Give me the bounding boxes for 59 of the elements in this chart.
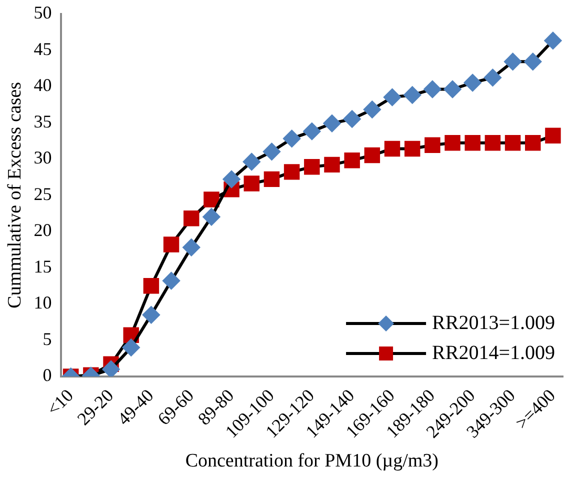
point	[223, 170, 240, 188]
y-tick-label: 15	[34, 256, 52, 276]
point	[303, 122, 320, 140]
y-tick-label: 10	[34, 292, 52, 313]
point	[544, 32, 562, 50]
point	[504, 135, 521, 151]
point	[404, 140, 420, 157]
point	[524, 53, 542, 70]
point	[384, 140, 400, 157]
legend-label: RR2013=1.009	[432, 312, 556, 334]
point	[504, 53, 522, 70]
y-tick-label: 40	[34, 75, 52, 96]
point	[444, 80, 462, 98]
point	[323, 114, 340, 132]
point	[263, 143, 280, 160]
x-axis-title: Concentration for PM10 (µg/m3)	[185, 450, 438, 472]
point	[122, 338, 140, 356]
y-axis-title: Cummulative of Excess cases	[4, 82, 26, 308]
point	[244, 176, 260, 192]
point	[424, 137, 440, 153]
point	[162, 272, 180, 290]
point	[344, 152, 360, 168]
point	[102, 360, 120, 377]
y-tick-label: 50	[34, 2, 52, 23]
point	[324, 156, 340, 173]
point	[484, 135, 501, 151]
point	[202, 208, 220, 226]
point	[184, 210, 200, 226]
point	[284, 164, 300, 180]
point	[142, 306, 160, 324]
point	[464, 74, 482, 92]
y-tick-label: 5	[42, 328, 52, 349]
x-tick-label: <10	[42, 385, 78, 420]
point	[364, 147, 380, 164]
point	[143, 278, 160, 294]
point	[204, 192, 220, 208]
y-tick-label: 0	[42, 365, 52, 386]
point	[364, 101, 381, 118]
point	[243, 153, 260, 170]
legend-label: RR2014=1.009	[432, 342, 556, 364]
point	[525, 135, 541, 151]
y-tick-label: 35	[34, 111, 52, 132]
point	[384, 88, 401, 106]
point	[424, 80, 441, 98]
point	[163, 236, 180, 252]
point	[464, 135, 480, 151]
point	[444, 135, 460, 151]
y-tick-label: 20	[34, 220, 52, 240]
point	[182, 238, 200, 256]
point	[484, 69, 502, 86]
y-tick-label: 30	[34, 148, 52, 168]
point	[283, 130, 300, 148]
y-tick-label: 45	[34, 38, 52, 59]
point	[344, 110, 361, 128]
point	[404, 86, 421, 104]
point	[545, 128, 561, 144]
y-tick-label: 25	[34, 184, 52, 204]
point	[304, 158, 320, 175]
point	[264, 171, 280, 188]
